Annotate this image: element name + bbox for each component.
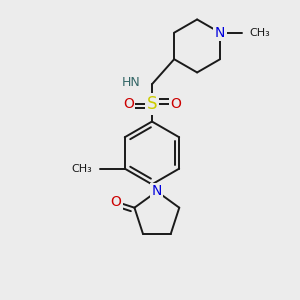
Text: S: S: [147, 95, 157, 113]
Text: HN: HN: [122, 76, 140, 89]
Text: N: N: [152, 184, 162, 198]
Text: O: O: [123, 97, 134, 111]
Text: N: N: [215, 26, 225, 40]
Text: O: O: [110, 195, 121, 208]
Text: CH₃: CH₃: [250, 28, 270, 38]
Text: CH₃: CH₃: [72, 164, 92, 174]
Text: O: O: [170, 97, 181, 111]
